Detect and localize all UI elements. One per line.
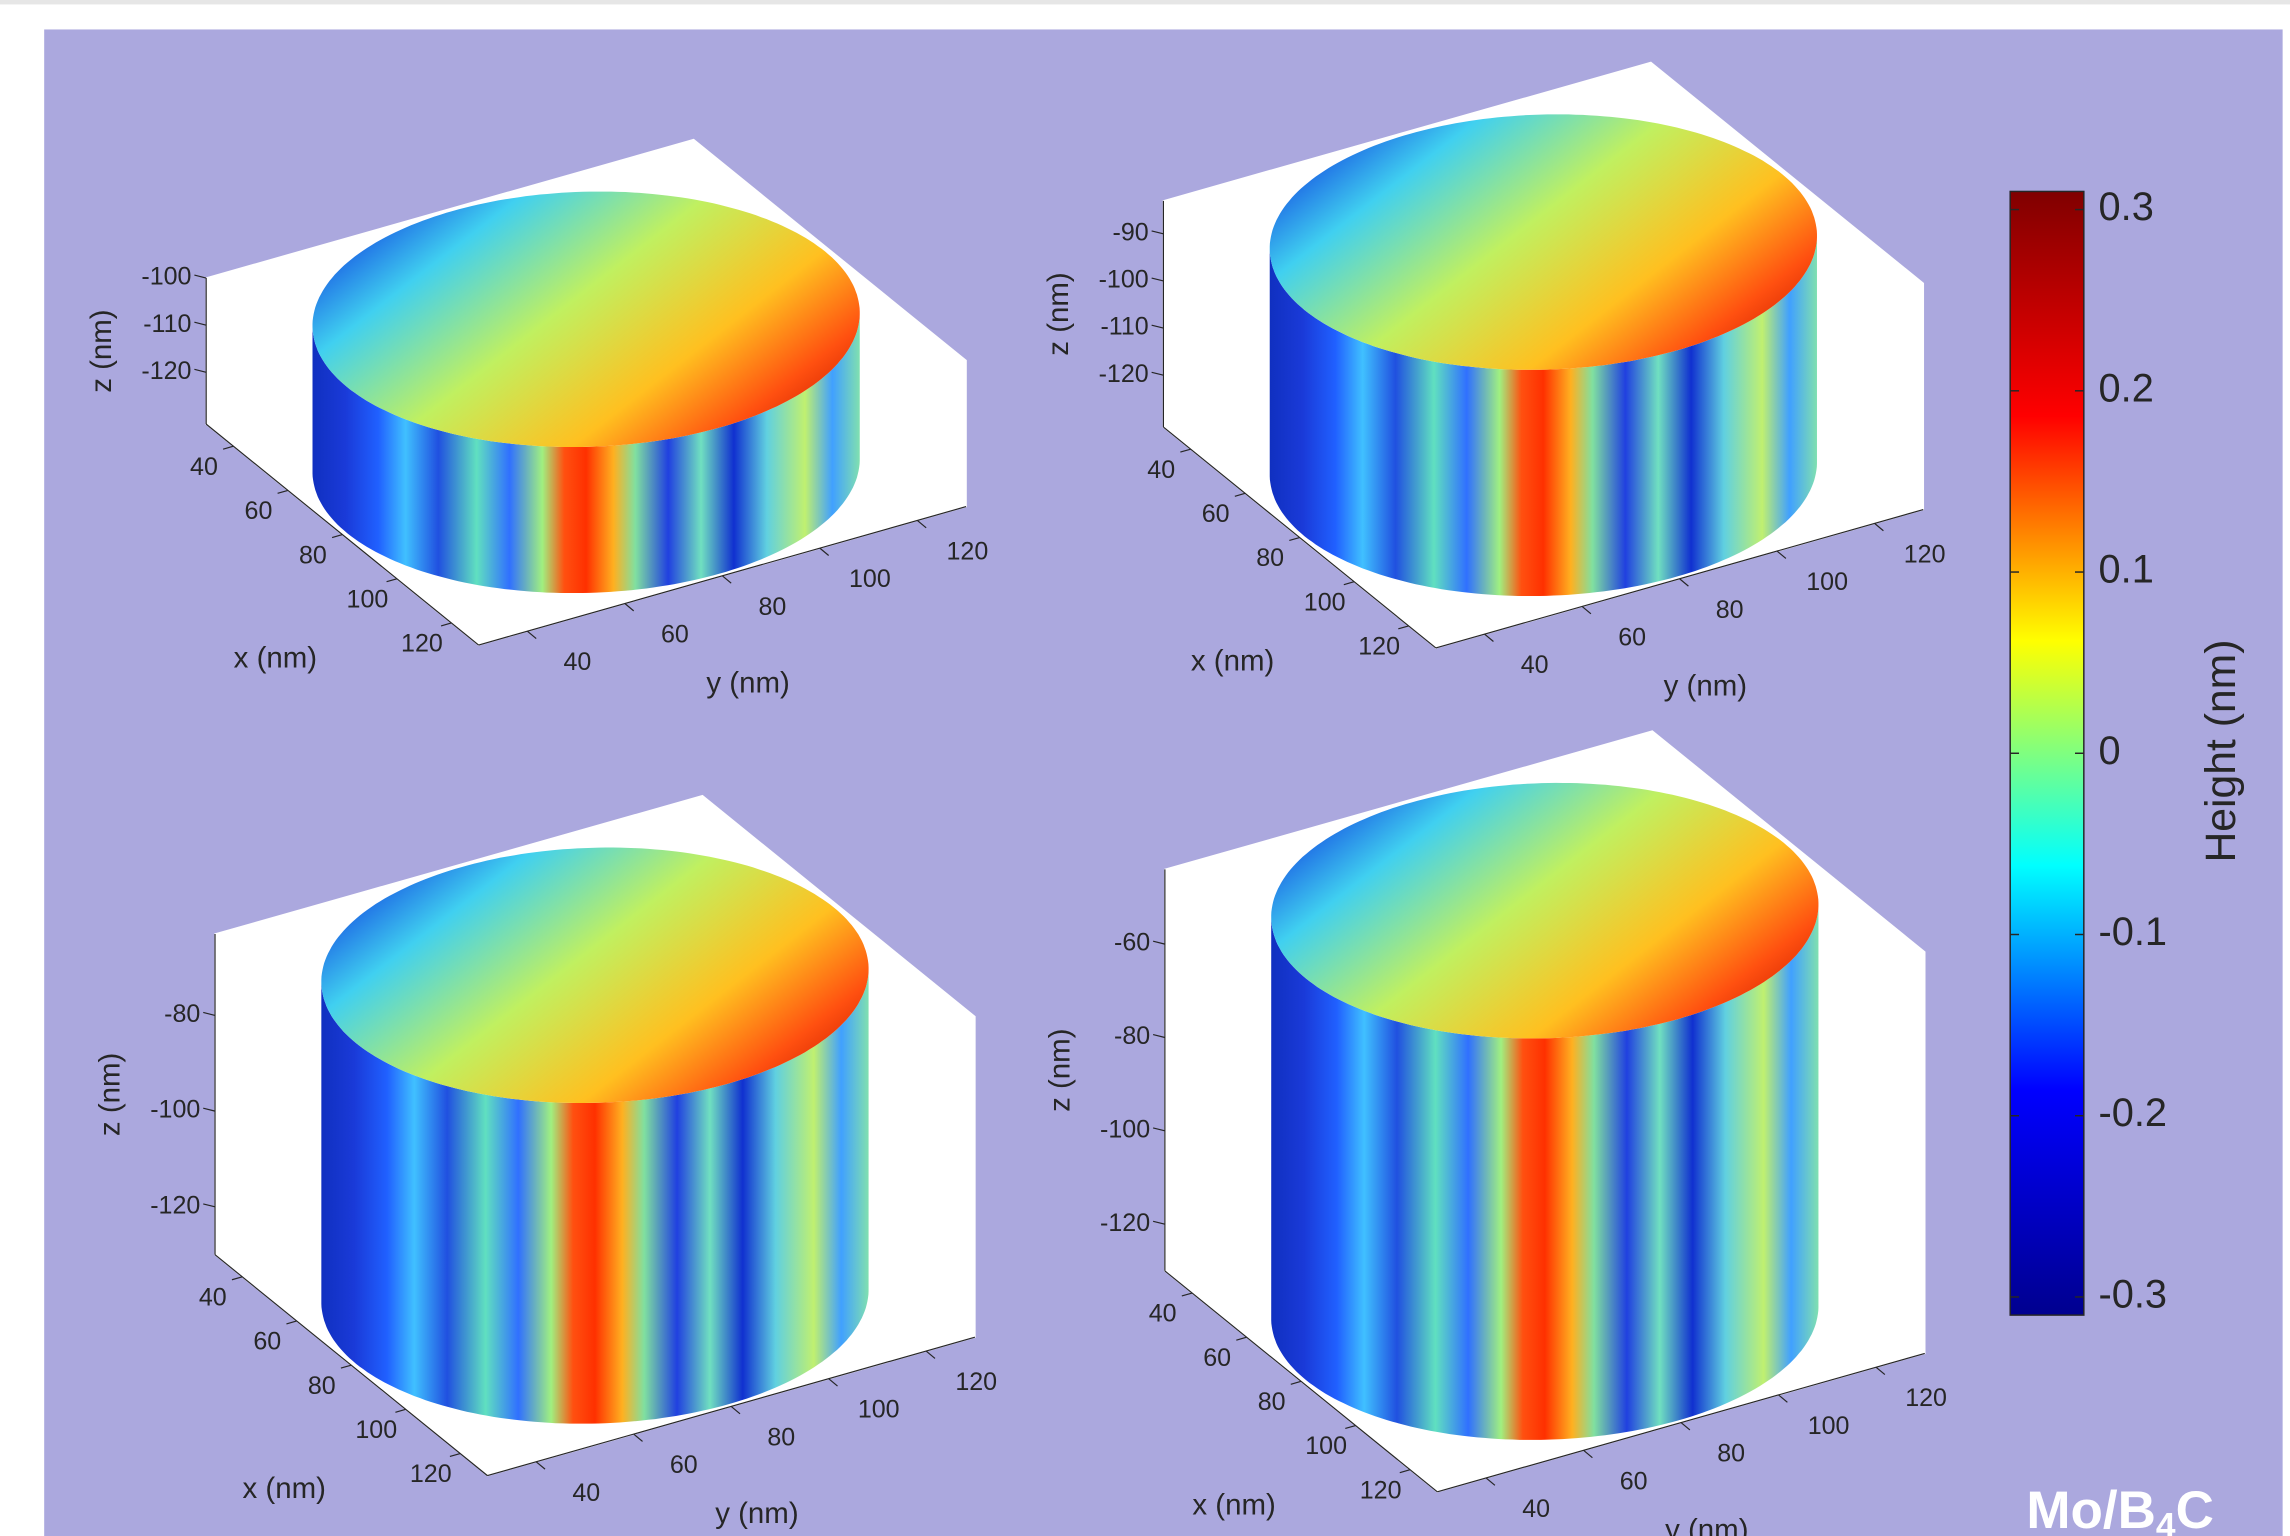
x-tick-label: 100: [347, 585, 389, 613]
y-axis-label: y (nm): [1664, 670, 1747, 703]
annotation-text: C: [2176, 1481, 2214, 1536]
colorbar-tick-label: -0.3: [2099, 1272, 2168, 1316]
x-tick-label: 60: [1202, 500, 1230, 528]
y-tick-label: 100: [1806, 568, 1848, 596]
x-tick-label: 60: [1203, 1344, 1231, 1372]
annotation: Mo/B4C: [2026, 1481, 2213, 1536]
x-tick-label: 100: [1304, 588, 1346, 616]
x-tick-label: 80: [308, 1372, 336, 1400]
x-tick-label: 120: [1360, 1476, 1402, 1504]
x-tick-label: 120: [410, 1460, 452, 1488]
x-tick-label: 40: [199, 1284, 227, 1312]
z-tick-label: -100: [150, 1096, 200, 1124]
colorbar-tick-label: 0.1: [2099, 548, 2154, 592]
colorbar-tick-label: 0: [2099, 729, 2121, 773]
y-tick-label: 120: [955, 1368, 997, 1396]
y-tick-label: 60: [661, 621, 689, 649]
y-axis-label: y (nm): [715, 1497, 798, 1530]
colorbar-tick-label: 0.3: [2099, 185, 2154, 229]
x-tick-label: 60: [253, 1328, 281, 1356]
x-axis-label: x (nm): [243, 1472, 326, 1505]
z-axis-label: z (nm): [1044, 1028, 1077, 1111]
y-tick-label: 100: [849, 565, 891, 593]
z-tick-label: -100: [141, 263, 191, 291]
x-axis-label: x (nm): [1191, 644, 1274, 677]
z-tick-label: -110: [143, 310, 191, 338]
x-axis-label: x (nm): [1192, 1488, 1275, 1521]
z-axis-label: z (nm): [85, 309, 118, 392]
y-tick-label: 40: [564, 648, 592, 676]
x-tick-label: 100: [1305, 1432, 1347, 1460]
y-axis-label: y (nm): [1665, 1513, 1748, 1536]
z-tick-label: -60: [1114, 929, 1150, 957]
x-tick-label: 80: [1258, 1388, 1286, 1416]
z-tick-label: -120: [1100, 1209, 1150, 1237]
x-tick-label: 80: [299, 541, 327, 569]
y-tick-label: 120: [1905, 1384, 1947, 1412]
y-axis-label: y (nm): [706, 667, 789, 700]
colorbar-tick-label: -0.2: [2099, 1091, 2168, 1135]
page: {"chart_data": [ {"type": "surface3d", "…: [0, 0, 2290, 1536]
x-tick-label: 60: [245, 497, 273, 525]
z-tick-label: -80: [164, 1000, 200, 1028]
y-tick-label: 80: [1716, 596, 1744, 624]
x-tick-label: 40: [190, 453, 218, 481]
colorbar-tick-label: -0.1: [2099, 910, 2168, 954]
z-tick-label: -120: [150, 1191, 200, 1219]
annotation-text: Mo/B: [2026, 1481, 2156, 1536]
y-tick-label: 100: [858, 1396, 900, 1424]
annotation-subscript: 4: [2156, 1507, 2176, 1536]
z-tick-label: -100: [1100, 1115, 1150, 1143]
z-axis-label: z (nm): [1042, 272, 1075, 355]
colorbar-scale: [2010, 191, 2084, 1315]
y-tick-label: 40: [572, 1479, 600, 1507]
x-tick-label: 80: [1256, 544, 1284, 572]
y-tick-label: 60: [670, 1451, 698, 1479]
y-tick-label: 80: [767, 1423, 795, 1451]
top-border: [0, 0, 2290, 4]
figure: 406080100120406080100120-100-110-120x (n…: [0, 0, 2290, 1536]
z-tick-label: -100: [1099, 266, 1149, 294]
colorbar-tick-label: 0.2: [2099, 366, 2154, 410]
z-tick-label: -120: [1099, 360, 1149, 388]
x-tick-label: 100: [355, 1416, 397, 1444]
x-tick-label: 120: [401, 630, 443, 658]
z-tick-label: -80: [1114, 1022, 1150, 1050]
z-axis-label: z (nm): [94, 1053, 127, 1136]
x-tick-label: 40: [1149, 1300, 1177, 1328]
y-tick-label: 80: [1717, 1440, 1745, 1468]
y-tick-label: 100: [1808, 1412, 1850, 1440]
z-tick-label: -120: [141, 357, 191, 385]
z-tick-label: -110: [1100, 313, 1148, 341]
y-tick-label: 120: [1904, 540, 1946, 568]
y-tick-label: 80: [759, 593, 787, 621]
x-tick-label: 120: [1358, 633, 1400, 661]
y-tick-label: 40: [1521, 651, 1549, 679]
colorbar-label: Height (nm): [2197, 640, 2245, 863]
y-tick-label: 40: [1522, 1495, 1550, 1523]
x-axis-label: x (nm): [234, 642, 317, 675]
y-tick-label: 60: [1620, 1467, 1648, 1495]
x-tick-label: 40: [1147, 456, 1175, 484]
y-tick-label: 60: [1618, 623, 1646, 651]
y-tick-label: 120: [947, 537, 989, 565]
z-tick-label: -90: [1113, 218, 1149, 246]
